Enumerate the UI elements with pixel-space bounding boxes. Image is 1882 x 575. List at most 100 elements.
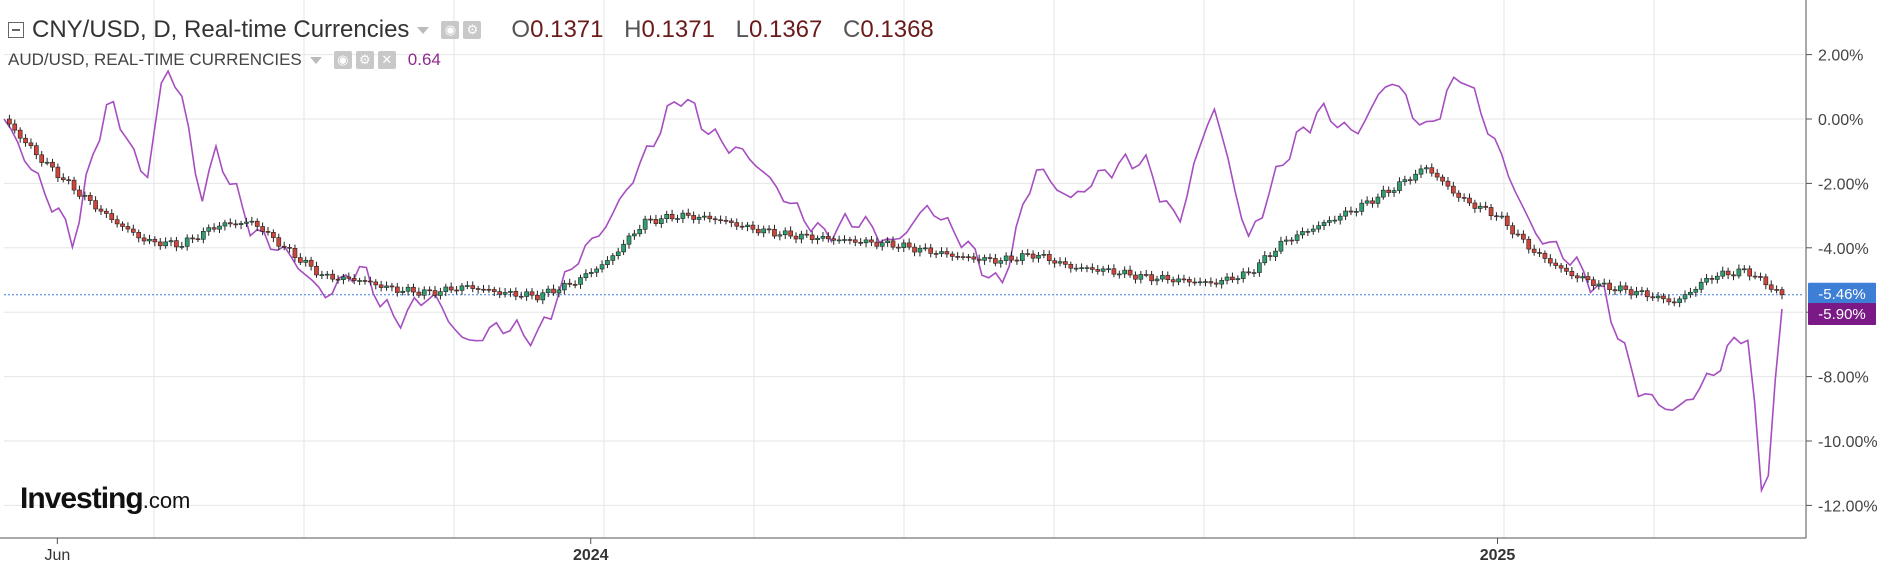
candle-body	[1510, 225, 1515, 235]
candle	[1601, 278, 1607, 287]
candle-body	[497, 291, 503, 295]
candle	[1262, 251, 1268, 266]
candle-body	[540, 292, 546, 301]
candle	[993, 253, 998, 267]
candle	[1090, 263, 1095, 274]
candle-body	[1601, 282, 1607, 285]
candle-body	[1052, 260, 1057, 264]
candle-body	[1176, 278, 1181, 283]
candle	[44, 157, 50, 166]
candle	[1445, 176, 1451, 190]
candle-body	[1041, 254, 1047, 256]
candle-body	[583, 273, 589, 278]
candle-body	[448, 286, 454, 291]
candle	[23, 134, 28, 147]
candle	[1057, 257, 1063, 267]
candle	[869, 235, 874, 247]
candle	[394, 283, 400, 297]
candle-body	[901, 242, 907, 249]
candle-body	[260, 226, 265, 232]
candle	[1116, 270, 1122, 279]
candle-body	[1720, 270, 1726, 277]
candle-body	[405, 286, 411, 292]
candle	[1375, 193, 1381, 208]
candle	[55, 163, 61, 182]
candle-body	[432, 290, 438, 296]
candle	[491, 286, 497, 297]
chevron-down-icon[interactable]	[417, 26, 430, 34]
candle	[71, 176, 77, 195]
candle	[298, 253, 303, 265]
eye-icon[interactable]: ◉	[333, 51, 352, 69]
eye-icon[interactable]: ◉	[441, 21, 460, 39]
candle-body	[1736, 268, 1742, 277]
candle	[1380, 185, 1386, 200]
candle-body	[486, 288, 492, 291]
candle-body	[66, 179, 71, 182]
ohlc-values: O0.1371 H0.1371 L0.1367 C0.1368	[497, 16, 933, 44]
candle-body	[351, 278, 357, 281]
candle	[201, 227, 206, 244]
candle-body	[114, 219, 120, 225]
candle	[1655, 291, 1661, 302]
candle-body	[324, 273, 330, 276]
candle-body	[190, 237, 195, 240]
candle-body	[1553, 262, 1559, 266]
candle	[1224, 273, 1230, 285]
candle-body	[1154, 278, 1160, 282]
candle	[1251, 269, 1257, 278]
candle	[93, 196, 98, 213]
candle-body	[664, 213, 670, 220]
candle-body	[1709, 278, 1715, 280]
candle-body	[1262, 255, 1268, 264]
gear-icon[interactable]: ⚙	[463, 21, 482, 39]
candle-body	[1278, 240, 1284, 252]
candle-body	[1564, 267, 1569, 272]
candle-body	[1321, 222, 1327, 226]
y-tick-label: -4.00%	[1818, 241, 1869, 258]
candle	[836, 235, 842, 244]
ohlc-value: 0.1367	[748, 16, 823, 43]
main-series-title: CNY/USD, D, Real-time Currencies	[32, 16, 410, 43]
logo-brand: Investing	[20, 482, 144, 515]
candle-body	[470, 285, 476, 289]
candle-body	[863, 239, 869, 244]
candle-body	[1418, 168, 1424, 175]
candle-body	[491, 289, 497, 292]
candle	[378, 280, 384, 292]
candle	[1741, 265, 1747, 274]
candle	[529, 288, 535, 300]
candle	[1181, 274, 1187, 284]
candle-body	[896, 246, 901, 249]
candle	[357, 277, 362, 286]
gear-icon[interactable]: ⚙	[355, 51, 374, 69]
candle	[1187, 276, 1192, 287]
collapse-icon[interactable]	[8, 22, 24, 38]
candle-body	[1116, 273, 1122, 276]
candle	[508, 288, 513, 297]
candle-body	[820, 236, 826, 239]
candle-body	[357, 280, 362, 282]
candle-body	[971, 256, 977, 260]
candle-body	[766, 228, 772, 231]
candle-body	[1187, 279, 1192, 283]
candle	[858, 237, 863, 247]
candle	[605, 256, 610, 269]
candle	[632, 229, 637, 240]
candle-body	[1477, 205, 1483, 209]
candle	[443, 283, 449, 297]
close-icon[interactable]: ✕	[377, 51, 396, 69]
candle	[152, 236, 158, 247]
chevron-down-icon[interactable]	[309, 56, 322, 64]
candle-body	[508, 291, 513, 293]
candle-body	[696, 216, 702, 220]
candle-body	[1170, 279, 1176, 283]
candle-body	[1203, 281, 1208, 283]
candle	[1149, 270, 1154, 286]
candle-body	[1434, 172, 1440, 178]
candle-body	[1289, 239, 1295, 242]
candle	[195, 234, 201, 243]
candle-body	[1327, 220, 1332, 223]
candle-body	[1623, 285, 1629, 290]
candle	[1612, 286, 1618, 296]
